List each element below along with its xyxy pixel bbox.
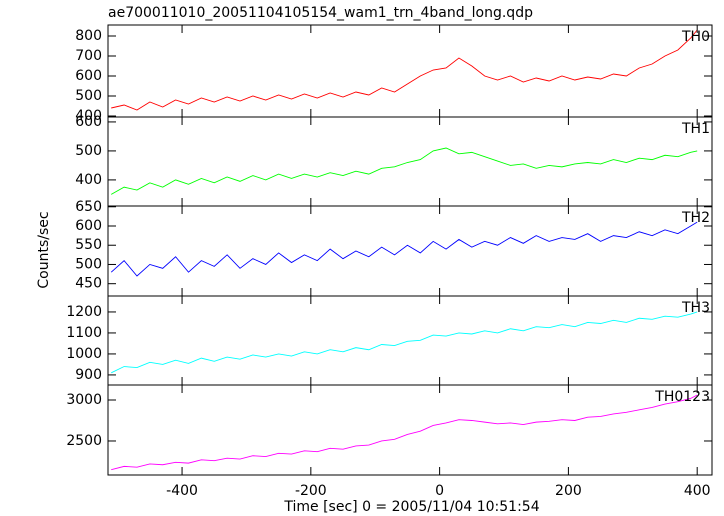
y-tick-label: 3000 bbox=[66, 392, 102, 408]
y-tick-label: 600 bbox=[75, 218, 102, 234]
x-tick-label: 400 bbox=[684, 483, 711, 499]
data-line bbox=[110, 147, 698, 195]
y-tick-label: 500 bbox=[75, 143, 102, 159]
panel-frame bbox=[107, 205, 713, 297]
y-tick-label: 500 bbox=[75, 256, 102, 272]
y-tick-label: 550 bbox=[75, 237, 102, 253]
chart-title: ae700011010_20051104105154_wam1_trn_4ban… bbox=[108, 5, 533, 21]
data-line bbox=[111, 29, 698, 111]
y-tick-label: 900 bbox=[75, 367, 102, 383]
panel-label: TH0 bbox=[681, 29, 710, 45]
panel-label: TH1 bbox=[681, 121, 710, 137]
y-tick-label: 1000 bbox=[66, 346, 102, 362]
x-axis-label: Time [sec] 0 = 2005/11/04 10:51:54 bbox=[283, 499, 539, 515]
y-tick-label: 450 bbox=[75, 276, 102, 292]
y-tick-label: 650 bbox=[75, 199, 102, 215]
panel-label: TH0123 bbox=[654, 389, 710, 405]
y-tick-label: 1100 bbox=[66, 325, 102, 341]
y-tick-label: 600 bbox=[75, 68, 102, 84]
panel-frame bbox=[107, 295, 713, 386]
panel-label: TH2 bbox=[681, 210, 710, 226]
panel-frame bbox=[107, 24, 713, 118]
y-tick-label: 700 bbox=[75, 48, 102, 64]
y-tick-label: 800 bbox=[75, 28, 102, 44]
y-tick-label: 400 bbox=[75, 172, 102, 188]
panel-label: TH3 bbox=[681, 300, 710, 316]
x-tick-label: -200 bbox=[295, 483, 327, 499]
x-tick-label: -400 bbox=[166, 483, 198, 499]
y-tick-label: 500 bbox=[75, 88, 102, 104]
y-tick-label: 1200 bbox=[66, 304, 102, 320]
panel-frame bbox=[107, 384, 713, 476]
x-tick-label: 0 bbox=[435, 483, 444, 499]
data-line bbox=[110, 221, 698, 277]
x-tick-label: 200 bbox=[555, 483, 582, 499]
y-axis-label: Counts/sec bbox=[36, 211, 52, 288]
data-line bbox=[111, 311, 698, 374]
y-tick-label: 600 bbox=[75, 114, 102, 130]
data-line bbox=[111, 394, 698, 471]
y-tick-label: 400 bbox=[75, 108, 102, 124]
y-tick-label: 2500 bbox=[66, 433, 102, 449]
